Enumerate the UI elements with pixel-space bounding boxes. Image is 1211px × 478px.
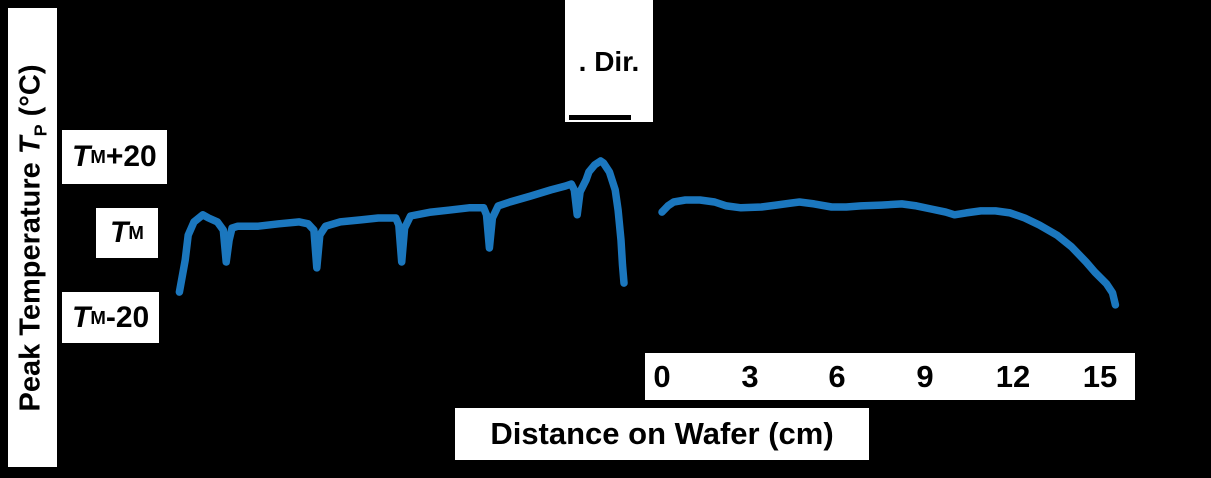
- temperature-trace: [658, 196, 1120, 309]
- x-tick-label-12: 12: [995, 358, 1031, 394]
- y-axis-label-symbol: T: [14, 135, 47, 154]
- y-tick-suffix: +20: [105, 140, 157, 173]
- y-axis-label-prefix: Peak Temperature: [14, 153, 47, 412]
- y-tick-symbol: T: [72, 140, 91, 173]
- temperature-trace: [175, 157, 628, 296]
- y-tick-tm-minus-20: T M -20: [62, 292, 160, 343]
- scan-direction-annotation: . Dir.: [565, 0, 653, 122]
- y-tick-symbol: T: [110, 216, 129, 249]
- x-axis-label: Distance on Wafer (cm): [455, 408, 869, 460]
- y-tick-subscript: M: [90, 146, 106, 167]
- x-tick-label-3: 3: [741, 358, 759, 394]
- y-axis-label-suffix: (°C): [14, 63, 47, 124]
- y-axis-label-text: Peak Temperature TP (°C): [14, 64, 51, 411]
- y-axis-label-subscript: P: [29, 123, 50, 136]
- y-tick-subscript: M: [128, 222, 144, 243]
- scan-direction-label: . Dir.: [578, 46, 640, 77]
- x-tick-label-6: 6: [828, 358, 846, 394]
- x-tick-label-0: 0: [653, 358, 671, 394]
- scan-direction-arrow-shaft: [569, 115, 631, 120]
- x-axis-ticks: 0 3 6 9 12 15: [645, 353, 1135, 400]
- x-tick-label-15: 15: [1082, 358, 1118, 394]
- y-tick-subscript: M: [90, 306, 106, 328]
- y-axis-label: Peak Temperature TP (°C): [8, 8, 57, 467]
- x-tick-label-9: 9: [916, 358, 934, 394]
- y-tick-suffix: -20: [105, 300, 150, 334]
- y-tick-tm-plus-20: T M +20: [62, 130, 167, 184]
- y-tick-symbol: T: [72, 300, 91, 334]
